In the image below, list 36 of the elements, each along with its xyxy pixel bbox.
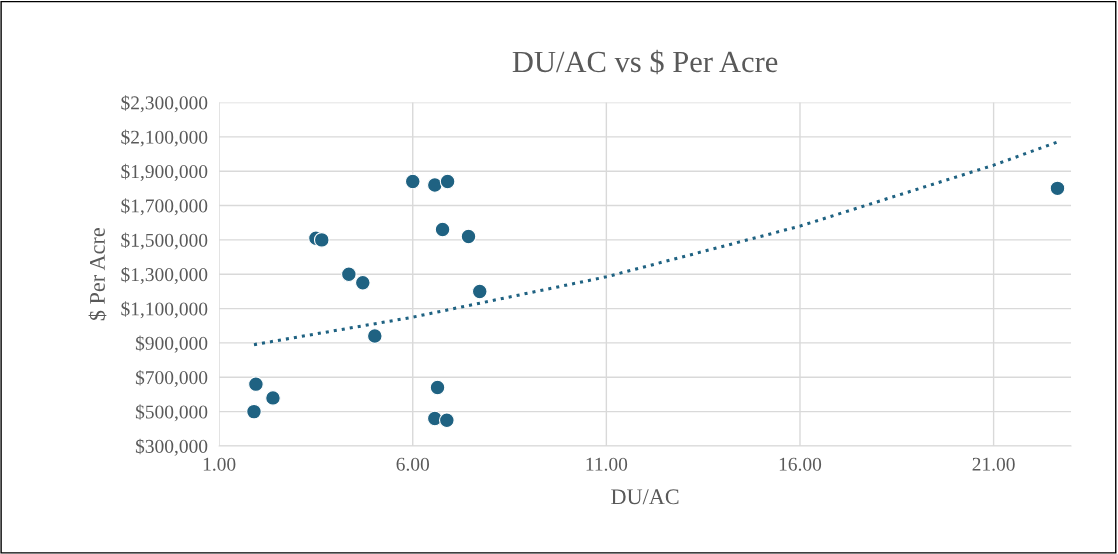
- x-tick-label: 21.00: [972, 457, 1015, 471]
- chart-title: DU/AC vs $ Per Acre: [512, 49, 778, 75]
- y-tick-label: $700,000: [135, 369, 208, 388]
- y-tick-label: $300,000: [135, 438, 208, 456]
- y-tick-label: $500,000: [135, 404, 208, 422]
- point: [1049, 180, 1066, 197]
- x-tick-label: 16.00: [779, 457, 822, 471]
- point: [460, 228, 477, 245]
- point: [366, 328, 383, 344]
- point: [246, 403, 262, 420]
- y-tick-label: $1,500,000: [121, 232, 208, 250]
- point: [471, 283, 488, 300]
- x-tick-label: 1.00: [203, 457, 236, 471]
- point: [439, 173, 456, 190]
- y-tick-label: $1,300,000: [121, 266, 208, 284]
- point: [404, 173, 421, 190]
- point: [429, 379, 446, 396]
- x-tick-label: 11.00: [586, 457, 628, 471]
- point: [434, 221, 451, 238]
- point: [265, 390, 281, 406]
- y-tick-label: $1,100,000: [121, 301, 208, 319]
- y-tick-label: $1,900,000: [121, 163, 208, 181]
- line-series: [252, 140, 1060, 347]
- y-axis-title: $ Per Acre: [88, 228, 107, 321]
- point: [438, 412, 455, 429]
- y-tick-label: $2,100,000: [121, 129, 208, 147]
- y-tick-label: $900,000: [135, 335, 208, 353]
- point: [354, 274, 371, 291]
- point: [248, 376, 264, 392]
- y-tick-label: $2,300,000: [121, 95, 208, 113]
- y-tick-label: $1,700,000: [121, 198, 208, 216]
- x-axis-title: DU/AC: [611, 489, 679, 505]
- x-tick-label: 6.00: [396, 457, 430, 471]
- point: [426, 177, 443, 193]
- point: [341, 266, 357, 283]
- point: [313, 232, 330, 248]
